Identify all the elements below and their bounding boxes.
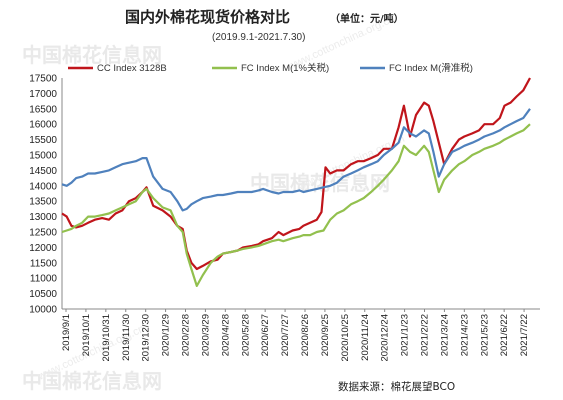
x-tick-label: 2019/9/1: [61, 314, 72, 351]
x-tick-label: 2020/11/24: [360, 314, 371, 361]
x-tick-label: 2020/8/26: [300, 314, 311, 356]
y-tick-labels: 10000 10500 11000 11500 12000 12500 13000 13500…: [29, 74, 57, 316]
chart-unit: （单位：元/吨）: [330, 12, 404, 25]
x-tick-label: 2019/12/30: [141, 314, 152, 362]
x-tick-label: 2020/6/27: [260, 314, 271, 356]
x-tick-label: 2021/3/24: [439, 314, 450, 356]
x-tick-label: 2021/2/22: [420, 314, 431, 356]
chart-date-range: (2019.9.1-2021.7.30): [212, 32, 305, 43]
x-tick-label: 2020/9/25: [320, 314, 331, 356]
y-tick-label: 10000: [29, 305, 57, 316]
x-tick-label: 2021/6/22: [499, 314, 510, 356]
y-tick-label: 12500: [29, 228, 57, 239]
x-tick-label: 2020/10/25: [340, 314, 351, 362]
chart-title: 国内外棉花现货价格对比: [125, 8, 290, 26]
x-tick-label: 2020/4/28: [220, 314, 231, 356]
legend-label-fc1: FC Index M(1%关税): [241, 62, 329, 74]
x-tick-labels: 2019/9/1 2019/10/1 2019/10/31 2019/11/30 201…: [61, 309, 530, 362]
legend: CC Index 3128B FC Index M(1%关税) FC Index…: [68, 62, 473, 74]
x-tick-label: 2019/10/31: [101, 314, 112, 362]
watermark-logo-top: 中国棉花信息网: [22, 43, 162, 67]
x-tick-label: 2020/3/29: [200, 314, 211, 356]
x-tick-label: 2021/5/23: [479, 314, 490, 356]
x-tick-label: 2020/1/29: [161, 314, 172, 356]
y-tick-label: 11000: [30, 274, 58, 285]
y-tick-label: 11500: [30, 258, 58, 269]
watermark-logo-bottom-left: 中国棉花信息网: [22, 369, 162, 393]
x-tick-label: 2020/2/28: [181, 314, 192, 356]
series-line-cc-index-3128b: [61, 77, 531, 271]
data-source: 数据来源：棉花展望BCO: [338, 380, 455, 393]
series-line-fc-index-m-1pct: [61, 123, 531, 287]
y-tick-label: 15500: [29, 135, 57, 146]
x-tick-label: 2021/4/23: [459, 314, 470, 356]
legend-label-fcs: FC Index M(滑准税): [389, 62, 473, 74]
series-line-fc-index-m-sliding: [61, 108, 531, 212]
y-tick-label: 14000: [29, 181, 57, 192]
y-tick-label: 14500: [29, 166, 57, 177]
x-tick-label: 2019/11/30: [121, 314, 132, 361]
x-tick-label: 2020/7/27: [280, 314, 291, 356]
series-lines: [61, 77, 531, 287]
watermark-logo-center: 中国棉花信息网: [250, 171, 390, 195]
y-tick-label: 12000: [29, 243, 57, 254]
x-tick-label: 2021/7/22: [519, 314, 530, 356]
legend-label-cc: CC Index 3128B: [97, 63, 167, 74]
y-tick-label: 10500: [29, 289, 57, 300]
x-tick-label: 2020/5/28: [240, 314, 251, 356]
y-tick-label: 13500: [29, 197, 57, 208]
y-tick-label: 15000: [29, 151, 57, 162]
y-tick-label: 13000: [29, 212, 57, 223]
y-tick-label: 17000: [29, 89, 57, 100]
x-tick-label: 2020/12/24: [380, 314, 391, 362]
y-tick-label: 16000: [29, 120, 57, 131]
x-tick-label: 2021/1/23: [400, 314, 411, 356]
x-tick-label: 2019/10/1: [81, 314, 92, 356]
y-tick-label: 17500: [29, 74, 57, 85]
y-tick-label: 16500: [29, 104, 57, 115]
